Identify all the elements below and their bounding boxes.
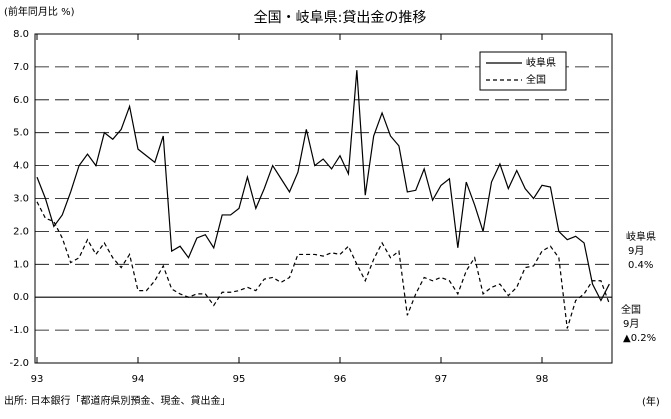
annotation: 9月 xyxy=(623,318,639,330)
x-tick-label: 93 xyxy=(31,374,44,385)
y-tick-label: 0.0 xyxy=(13,292,29,303)
series-line xyxy=(36,201,610,329)
annotation: 9月 xyxy=(628,245,644,257)
x-tick-label: 97 xyxy=(435,374,448,385)
y-tick-label: 5.0 xyxy=(13,128,29,139)
annotation: 0.4% xyxy=(628,260,653,271)
x-tick-label: 94 xyxy=(132,374,145,385)
legend-label: 全国 xyxy=(526,73,546,86)
chart-title: 全国・岐阜県:貸出金の推移 xyxy=(254,9,427,26)
y-tick-label: 6.0 xyxy=(13,95,29,106)
legend-box xyxy=(479,51,567,91)
y-axis-label: (前年同月比 %) xyxy=(4,5,75,18)
annotation: ▲0.2% xyxy=(623,333,656,344)
annotation: 全国 xyxy=(621,303,641,316)
y-tick-label: 2.0 xyxy=(13,226,29,237)
annotation: 岐阜県 xyxy=(626,230,656,243)
y-tick-label: 1.0 xyxy=(13,259,29,270)
x-tick-label: 98 xyxy=(536,374,549,385)
x-tick-label: 96 xyxy=(334,374,347,385)
y-tick-label: -1.0 xyxy=(9,325,29,336)
y-tick-label: 8.0 xyxy=(13,29,29,40)
legend-label: 岐阜県 xyxy=(526,56,556,69)
y-tick-label: -2.0 xyxy=(9,358,29,369)
x-axis-label: (年) xyxy=(642,395,660,408)
y-tick-label: 4.0 xyxy=(13,161,29,172)
y-tick-label: 3.0 xyxy=(13,194,29,205)
y-tick-label: 7.0 xyxy=(13,62,29,73)
source: 出所: 日本銀行「都道府県別預金、現金、貸出金」 xyxy=(4,394,231,407)
x-tick-label: 95 xyxy=(233,374,246,385)
series-line xyxy=(36,70,610,302)
